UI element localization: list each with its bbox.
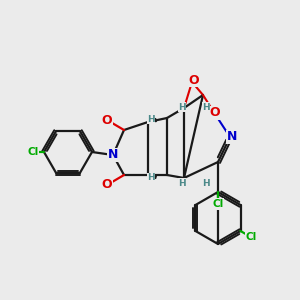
Text: Cl: Cl	[212, 199, 224, 209]
Text: H: H	[178, 103, 186, 112]
Text: N: N	[108, 148, 118, 161]
Text: H: H	[178, 178, 186, 188]
Text: H: H	[147, 115, 155, 124]
Text: H: H	[147, 173, 155, 182]
Text: Cl: Cl	[245, 232, 257, 242]
Text: O: O	[102, 178, 112, 191]
Text: O: O	[102, 113, 112, 127]
Text: H: H	[202, 178, 210, 188]
Text: Cl: Cl	[27, 147, 39, 157]
Text: O: O	[189, 74, 199, 86]
Text: H: H	[202, 103, 210, 112]
Polygon shape	[148, 118, 156, 122]
Text: N: N	[227, 130, 237, 143]
Text: O: O	[210, 106, 220, 119]
Polygon shape	[148, 175, 156, 178]
